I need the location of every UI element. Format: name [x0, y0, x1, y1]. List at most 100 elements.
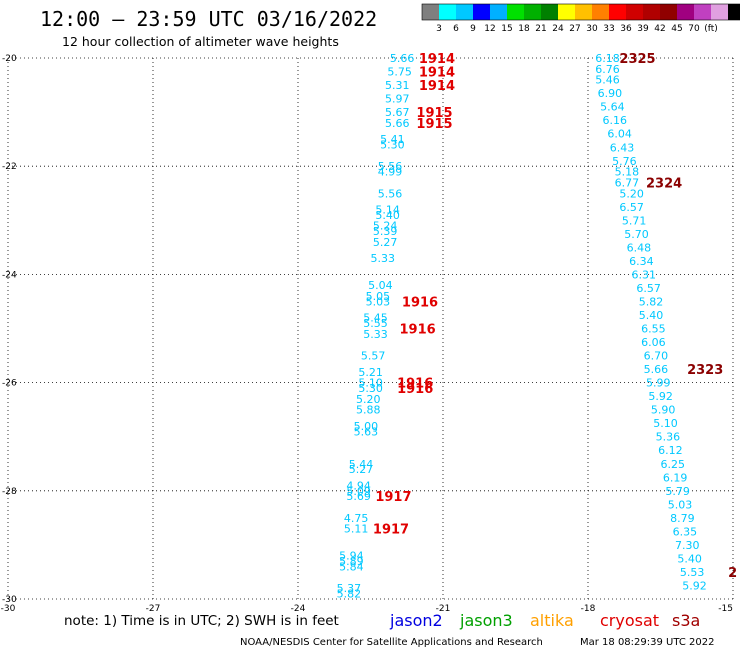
wave-height-label: 5.04	[368, 279, 393, 292]
wave-height-label: 5.63	[354, 425, 379, 438]
x-tick-label: -24	[291, 604, 306, 614]
wave-height-label: 5.53	[680, 566, 705, 579]
colorbar-label: 15	[501, 24, 512, 34]
colorbar-label: 6	[453, 24, 459, 34]
wave-height-label: 5.92	[682, 579, 707, 592]
colorbar-label: 12	[484, 24, 495, 34]
legend-item: cryosat	[600, 611, 659, 630]
y-tick-label: -20	[2, 54, 17, 64]
wave-height-label: 5.76	[612, 155, 637, 168]
colorbar-swatch	[626, 4, 643, 20]
x-tick-label: -18	[581, 604, 596, 614]
colorbar-label: 3	[436, 24, 442, 34]
wave-height-label: 5.30	[358, 382, 383, 395]
wave-height-label: 5.30	[380, 139, 405, 152]
colorbar-label: 27	[569, 24, 580, 34]
time-label: 2323	[687, 363, 723, 378]
wave-height-label: 5.97	[385, 93, 410, 106]
wave-height-label: 4.94	[346, 479, 371, 492]
colorbar-label: 24	[552, 24, 564, 34]
wave-height-label: 6.31	[632, 268, 657, 281]
wave-height-label: 5.41	[380, 133, 405, 146]
wave-height-label: 5.71	[622, 214, 647, 227]
time-label: 1916	[397, 377, 433, 392]
wave-height-label: 5.55	[363, 317, 388, 330]
time-label: 1916	[400, 323, 436, 338]
colorbar-swatch	[677, 4, 694, 20]
wave-height-label: 5.21	[358, 366, 383, 379]
time-label: 1914	[419, 79, 455, 94]
colorbar-label: 70	[688, 24, 700, 34]
wave-height-label: 5.69	[346, 490, 371, 503]
wave-height-label: 5.66	[390, 52, 415, 65]
colorbar-swatch	[609, 4, 626, 20]
wave-height-label: 5.66	[644, 363, 669, 376]
wave-height-label: 5.33	[363, 328, 388, 341]
colorbar-swatch	[694, 4, 711, 20]
wave-height-label: 6.48	[627, 241, 652, 254]
wave-height-label: 6.16	[603, 114, 628, 127]
wave-height-label: 6.04	[607, 128, 632, 141]
colorbar: 3 6 9 12 15 18 21 24 27 30 33 36 39 42 45 70 (ft)	[421, 3, 740, 34]
time-label: 2324	[646, 176, 682, 191]
wave-height-label: 5.03	[668, 498, 693, 511]
wave-height-label: 5.46	[595, 74, 620, 87]
colorbar-label: 45	[671, 24, 682, 34]
wave-height-label: 5.33	[371, 252, 396, 265]
colorbar-swatch	[490, 4, 507, 20]
x-tick-label: -15	[718, 604, 733, 614]
wave-height-label: 5.94	[339, 550, 364, 563]
wave-height-label: 5.40	[375, 209, 400, 222]
wave-height-label: 5.64	[600, 101, 625, 114]
wave-height-label: 6.70	[644, 350, 669, 363]
colorbar-label: 21	[535, 24, 546, 34]
wave-height-label: 5.79	[665, 485, 690, 498]
wave-height-label: 6.12	[658, 444, 683, 457]
wave-height-label: 5.27	[349, 463, 374, 476]
wave-height-label: 6.34	[629, 255, 654, 268]
wave-height-label: 5.27	[373, 236, 398, 249]
legend-item: jason2	[389, 611, 443, 630]
legend-item: jason3	[459, 611, 513, 630]
wave-height-label: 6.76	[595, 63, 620, 76]
wave-height-label: 6.57	[636, 282, 661, 295]
legend-item: s3a	[672, 611, 700, 630]
legend-item: altika	[530, 611, 574, 630]
wave-height-label: 5.11	[344, 523, 369, 536]
colorbar-label: 36	[620, 24, 632, 34]
wave-height-label: 5.39	[373, 225, 398, 238]
wave-height-label: 5.05	[366, 290, 391, 303]
colorbar-label: 18	[518, 24, 530, 34]
y-tick-label: -24	[2, 270, 17, 280]
wave-height-label: 5.10	[358, 377, 383, 390]
wave-height-label: 5.66	[385, 117, 410, 130]
wave-height-label: 6.19	[663, 471, 688, 484]
wave-height-label: 5.00	[354, 420, 379, 433]
wave-height-label: 5.14	[375, 203, 400, 216]
time-label: 1915	[416, 106, 452, 121]
colorbar-swatch	[524, 4, 541, 20]
wave-height-label: 6.57	[619, 201, 644, 214]
wave-height-label: 6.35	[673, 525, 698, 538]
wave-height-label: 5.36	[656, 431, 681, 444]
time-label: 1916	[402, 295, 438, 310]
colorbar-swatch	[422, 4, 439, 20]
axis-ticks: -30 -27 -24 -21 -18 -15 -20 -22 -24 -26 -28 -30	[1, 54, 733, 614]
wave-height-label: 5.90	[651, 404, 676, 417]
wave-height-label: 7.30	[675, 539, 700, 552]
wave-height-label: 5.82	[639, 295, 664, 308]
wave-height-marks: 5.665.755.315.975.675.665.415.305.564.99…	[337, 52, 707, 601]
time-label: 1917	[373, 523, 409, 538]
wave-height-label: 5.40	[639, 309, 664, 322]
time-label: 1914	[419, 52, 455, 67]
wave-height-label: 5.56	[378, 187, 403, 200]
wave-height-label: 4.75	[344, 512, 369, 525]
colorbar-swatch	[728, 4, 740, 20]
colorbar-swatch	[643, 4, 660, 20]
wave-height-label: 6.06	[641, 336, 666, 349]
wave-height-label: 5.92	[648, 390, 673, 403]
wave-height-label: 6.18	[595, 52, 620, 65]
wave-height-label: 5.84	[339, 561, 364, 574]
